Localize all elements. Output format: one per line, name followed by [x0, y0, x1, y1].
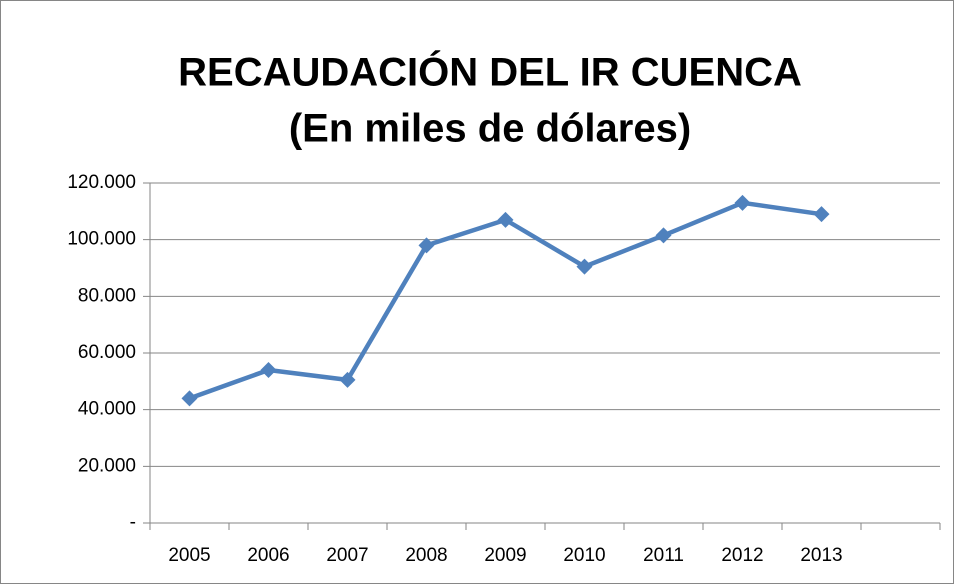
data-point: [497, 211, 514, 228]
x-tick-label: 2013: [800, 545, 842, 566]
y-tick-label: 100.000: [67, 229, 136, 250]
chart-subtitle: (En miles de dólares): [289, 107, 691, 151]
chart-title: RECAUDACIÓN DEL IR CUENCA: [178, 49, 802, 95]
data-point: [655, 227, 672, 244]
data-point: [734, 194, 751, 211]
data-point: [813, 206, 830, 223]
x-tick-label: 2008: [405, 545, 447, 566]
x-tick-label: 2011: [643, 545, 684, 566]
data-point: [576, 258, 593, 275]
x-tick-label: 2007: [326, 545, 368, 566]
data-point: [339, 371, 356, 388]
y-tick-label: 20.000: [78, 455, 136, 476]
x-tick-label: 2012: [721, 545, 763, 566]
y-tick-label: 60.000: [78, 342, 136, 363]
x-tick-label: 2009: [484, 545, 526, 566]
y-tick-label: -: [130, 512, 136, 533]
y-tick-label: 80.000: [78, 285, 136, 306]
x-tick-label: 2005: [168, 545, 210, 566]
x-tick-label: 2006: [247, 545, 289, 566]
y-tick-label: 120.000: [67, 172, 136, 193]
data-point: [260, 362, 277, 378]
data-point: [181, 390, 198, 407]
x-tick-label: 2010: [563, 545, 605, 566]
data-point: [418, 237, 435, 254]
y-tick-label: 40.000: [78, 399, 136, 420]
